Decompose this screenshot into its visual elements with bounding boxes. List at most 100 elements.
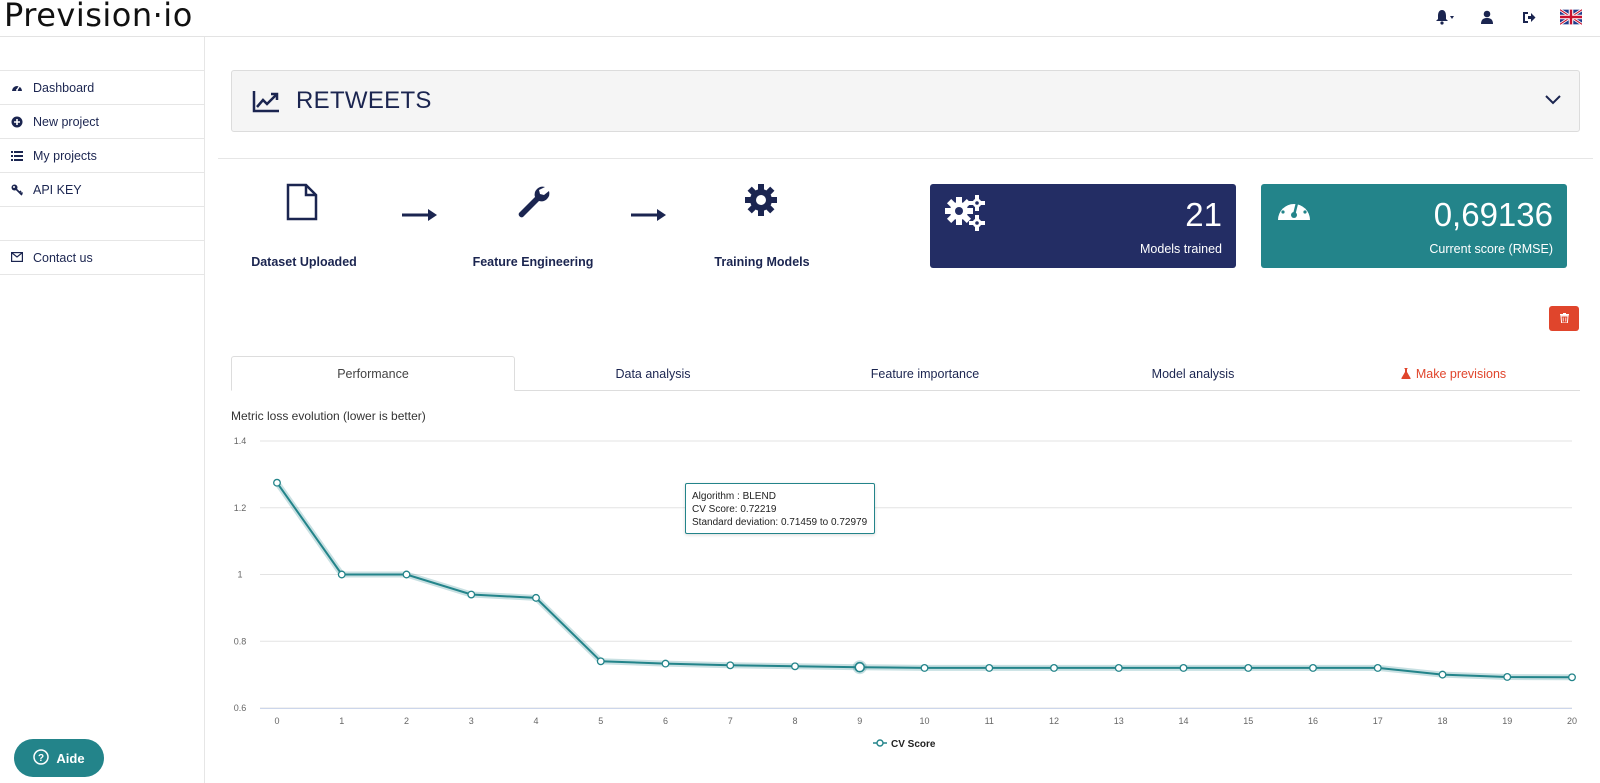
sidebar-item-label: My projects (33, 148, 97, 163)
data-point (1244, 663, 1253, 672)
sidebar-spacer (0, 207, 204, 241)
x-tick-label: 9 (857, 716, 862, 726)
help-button[interactable]: ? Aide (14, 739, 104, 777)
x-tick-label: 13 (1114, 716, 1124, 726)
x-tick-label: 14 (1178, 716, 1188, 726)
data-point (1114, 663, 1123, 672)
data-point (661, 659, 670, 668)
x-tick-label: 3 (469, 716, 474, 726)
delete-button[interactable] (1549, 306, 1579, 331)
tab-make-previsions[interactable]: Make previsions (1327, 356, 1580, 391)
tab-label: Make previsions (1415, 366, 1507, 381)
line-chart-icon (252, 89, 280, 118)
sidebar-item-new-project[interactable]: New project (0, 105, 204, 139)
x-tick-label: 4 (533, 716, 538, 726)
sidebar-item-label: New project (33, 114, 99, 129)
chart-title: Metric loss evolution (lower is better) (231, 409, 426, 423)
data-point (726, 661, 735, 670)
data-point (1568, 673, 1576, 682)
key-icon (11, 184, 23, 196)
x-tick-label: 16 (1308, 716, 1318, 726)
tab-feature-importance[interactable]: Feature importance (791, 356, 1059, 391)
divider (218, 158, 1593, 159)
flask-icon (1401, 368, 1411, 379)
chart-legend[interactable]: CV Score (873, 739, 935, 750)
tab-data-analysis[interactable]: Data analysis (515, 356, 791, 391)
gears-icon (944, 194, 986, 239)
list-icon (11, 150, 23, 162)
cv-score-line-chart: 0.60.811.21.40 1 2 3 4 5 6 7 8 9 10 11 12 13 14 15 16 17 1… (234, 436, 1577, 726)
series-line-halo (274, 480, 1573, 681)
data-point-highlighted (854, 661, 866, 673)
tooltip-algorithm: Algorithm : BLEND (692, 491, 776, 502)
help-button-label: Aide (56, 750, 85, 766)
app-logo[interactable]: Prevision·io (4, 0, 193, 34)
dashboard-icon (11, 82, 23, 94)
data-point (273, 478, 281, 487)
data-point (1050, 663, 1058, 672)
x-tick-label: 5 (598, 716, 603, 726)
data-point (402, 570, 411, 579)
current-score-card: 0,69136 Current score (RMSE) (1261, 184, 1567, 268)
step-label: Dataset Uploaded (251, 255, 357, 269)
sidebar-item-label: Dashboard (33, 80, 95, 95)
data-point (1503, 673, 1512, 681)
y-tick-label: 0.8 (234, 636, 247, 646)
tab-performance[interactable]: Performance (231, 356, 515, 391)
data-point (467, 590, 476, 599)
tooltip-cv-score: CV Score: 0.72219 (692, 504, 777, 515)
x-tick-label: 8 (792, 716, 797, 726)
x-tick-label: 0 (274, 716, 279, 726)
tab-label: Performance (337, 366, 409, 381)
sidebar-item-contact-us[interactable]: Contact us (0, 241, 204, 275)
x-tick-label: 15 (1243, 716, 1253, 726)
data-point (1438, 670, 1447, 679)
x-tick-label: 17 (1373, 716, 1383, 726)
step-label: Feature Engineering (472, 255, 594, 269)
data-point (532, 593, 540, 602)
sidebar-item-my-projects[interactable]: My projects (0, 139, 204, 173)
sidebar-item-api-key[interactable]: API KEY (0, 173, 204, 207)
svg-text:?: ? (38, 753, 44, 764)
sidebar-divider (0, 70, 204, 71)
chevron-down-icon[interactable] (1545, 92, 1561, 110)
tab-label: Data analysis (615, 366, 691, 381)
user-icon[interactable] (1476, 6, 1498, 28)
arrow-right-icon (402, 208, 438, 227)
project-title: RETWEETS (296, 87, 432, 114)
data-point (920, 663, 929, 672)
tab-label: Feature importance (870, 366, 980, 381)
arrow-right-icon (631, 208, 667, 227)
bell-icon[interactable] (1434, 6, 1456, 28)
gauge-icon (1275, 194, 1313, 231)
models-count: 21 (1185, 196, 1222, 233)
question-circle-icon: ? (33, 748, 50, 768)
chart-tooltip: Algorithm : BLEND CV Score: 0.72219 Stan… (685, 483, 875, 534)
step-label: Training Models (714, 255, 810, 269)
legend-label: CV Score (891, 739, 936, 750)
x-tick-label: 10 (919, 716, 929, 726)
x-tick-label: 7 (728, 716, 733, 726)
x-tick-label: 18 (1437, 716, 1447, 726)
models-trained-card: 21 Models trained (930, 184, 1236, 268)
data-point (791, 662, 799, 671)
legend-marker-icon (873, 739, 887, 750)
data-point (337, 570, 346, 579)
x-tick-label: 6 (663, 716, 668, 726)
x-tick-label: 11 (985, 716, 994, 726)
x-tick-label: 1 (339, 716, 344, 726)
top-bar: Prevision·io (0, 0, 1600, 37)
gear-icon (744, 183, 778, 222)
data-point (1179, 663, 1188, 672)
data-point (985, 663, 994, 672)
x-tick-label: 19 (1502, 716, 1512, 726)
tab-label: Model analysis (1151, 366, 1235, 381)
data-point (1309, 663, 1317, 672)
tab-model-analysis[interactable]: Model analysis (1059, 356, 1327, 391)
sidebar-item-dashboard[interactable]: Dashboard (0, 71, 204, 105)
plus-circle-icon (11, 116, 23, 128)
logout-icon[interactable] (1518, 6, 1540, 28)
envelope-icon (11, 251, 23, 264)
uk-flag-icon[interactable] (1560, 6, 1582, 28)
data-point (596, 657, 605, 666)
